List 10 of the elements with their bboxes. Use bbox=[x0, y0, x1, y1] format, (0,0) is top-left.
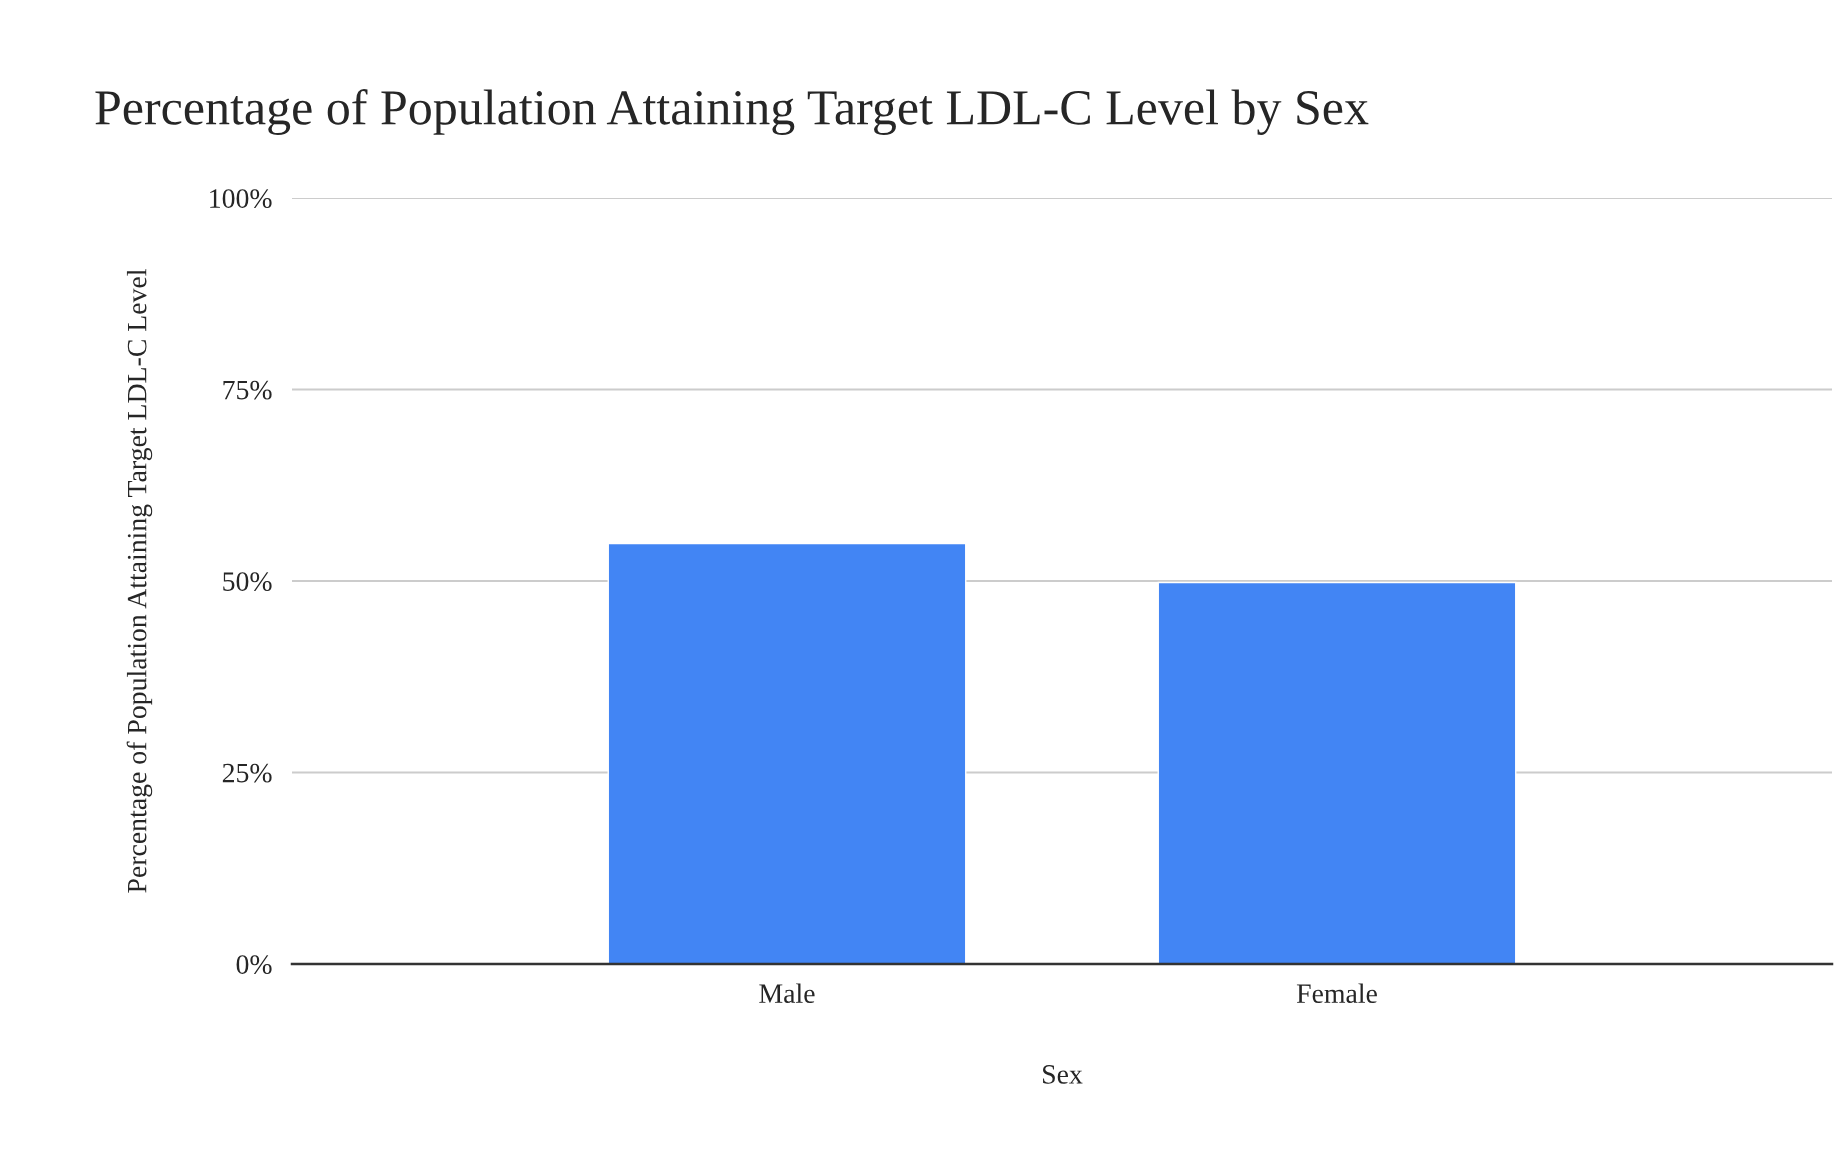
y-tick-label: 0% bbox=[236, 955, 272, 974]
x-tick-label: Female bbox=[1296, 983, 1377, 1003]
y-tick-label: 50% bbox=[223, 572, 272, 591]
y-tick-label: 25% bbox=[222, 763, 272, 783]
y-tick-label: 75% bbox=[223, 380, 272, 400]
y-axis-title: Percentage of Population Attaining Target LDL-C Level bbox=[126, 269, 153, 893]
x-tick-label: Male bbox=[759, 983, 815, 1003]
y-tick-label: 100% bbox=[210, 189, 272, 208]
x-axis-title: Sex bbox=[1043, 1065, 1083, 1084]
chart-title: Percentage of Population Attaining Target LDL-C Level by Sex bbox=[95, 89, 1369, 135]
